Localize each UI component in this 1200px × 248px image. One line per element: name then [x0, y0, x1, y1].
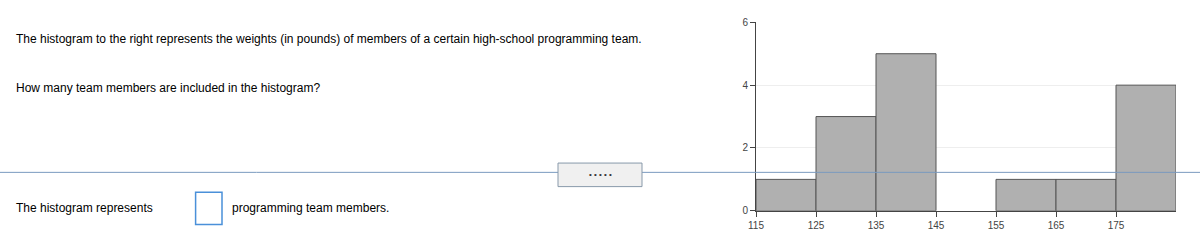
svg-text:115: 115 — [748, 220, 764, 231]
svg-text:The histogram to the right rep: The histogram to the right represents th… — [16, 32, 642, 46]
svg-text:0: 0 — [742, 205, 748, 216]
svg-text:2: 2 — [742, 142, 748, 153]
svg-text:How many team members are incl: How many team members are included in th… — [16, 81, 320, 95]
svg-text:175: 175 — [1108, 220, 1125, 231]
svg-text:6: 6 — [742, 17, 748, 28]
svg-text:165: 165 — [1048, 220, 1065, 231]
svg-text:4: 4 — [742, 80, 748, 91]
svg-text:• • • • •: • • • • • — [589, 170, 612, 179]
svg-text:145: 145 — [928, 220, 945, 231]
svg-text:The histogram represents: The histogram represents — [16, 201, 153, 215]
svg-text:155: 155 — [988, 220, 1005, 231]
svg-text:programming team members.: programming team members. — [232, 201, 389, 215]
svg-text:125: 125 — [808, 220, 825, 231]
svg-text:135: 135 — [868, 220, 885, 231]
